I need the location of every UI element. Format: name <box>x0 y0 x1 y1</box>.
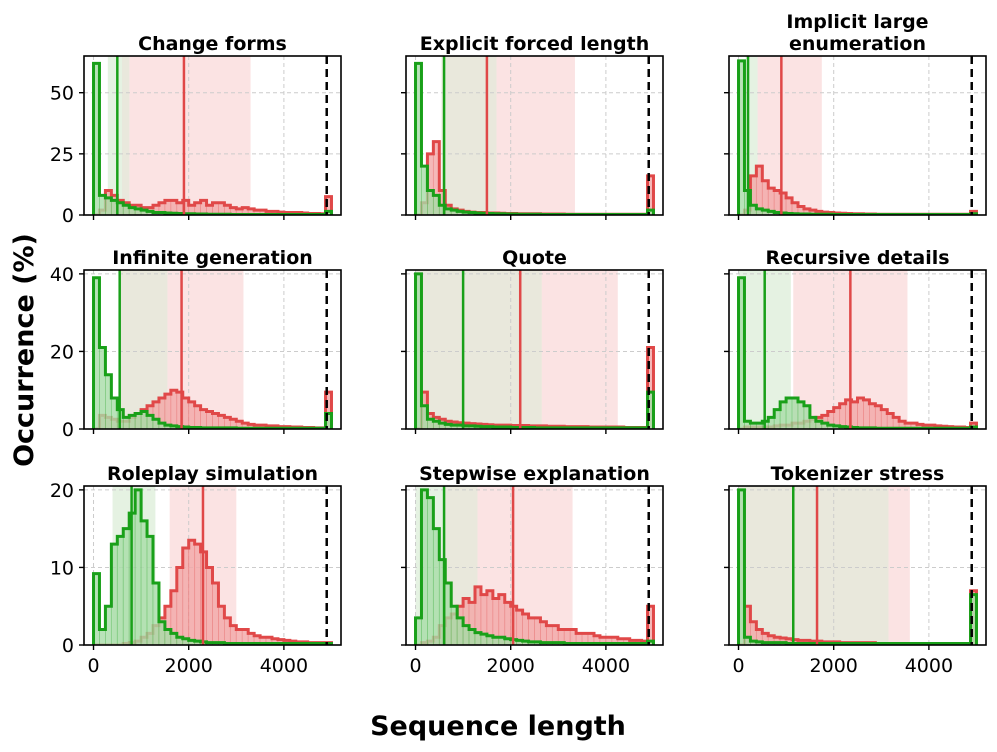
overlap-range-band <box>122 56 130 215</box>
panel-plot-area <box>406 270 663 429</box>
x-tick-label: 2000 <box>810 655 858 677</box>
panel-title: Tokenizer stress <box>771 463 945 485</box>
y-tick-label: 0 <box>62 635 74 657</box>
x-tick-label: 2000 <box>165 655 213 677</box>
green-hist-outline <box>414 272 655 429</box>
panel-title: Recursive details <box>765 247 949 269</box>
panel-frame <box>728 55 987 216</box>
panel-plot-area <box>406 56 663 215</box>
x-tick-label: 0 <box>409 655 421 677</box>
panel-frame <box>83 55 342 216</box>
panel-frame <box>405 485 664 646</box>
red-hist-bar <box>851 401 858 429</box>
panel-plot-area <box>84 270 341 429</box>
red-hist-bar <box>170 389 178 429</box>
panel-1: 0 25 50 Change forms <box>50 33 342 227</box>
y-tick-label: 0 <box>62 419 74 441</box>
panel-9: 0 2000 4000 Tokenizer stress <box>724 463 987 677</box>
green-hist-outline <box>737 488 978 645</box>
panel-8: 0 2000 4000 Stepwise explanation <box>401 463 664 677</box>
red-hist-bar <box>194 543 202 645</box>
x-tick-label: 4000 <box>582 655 630 677</box>
panel-frame <box>405 269 664 430</box>
panel-plot-area <box>84 56 341 215</box>
panel-title: Implicit large <box>786 11 928 33</box>
panel-plot-area <box>729 56 986 215</box>
overlap-range-band <box>441 56 497 215</box>
panel-frame <box>728 269 987 430</box>
overlap-range-band <box>415 270 542 429</box>
x-tick-label: 0 <box>87 655 99 677</box>
red-range-band <box>122 56 251 215</box>
y-tick-label: 40 <box>50 264 74 286</box>
panel-title: Change forms <box>138 33 287 55</box>
panel-title: Explicit forced length <box>420 33 650 55</box>
x-tick-label: 2000 <box>487 655 535 677</box>
green-hist-bar <box>116 536 124 645</box>
y-tick-label: 0 <box>62 205 74 227</box>
red-hist-bar <box>188 539 196 645</box>
green-hist-bar <box>140 520 148 645</box>
panel-title: Quote <box>502 247 567 269</box>
panel-plot-area <box>729 270 986 429</box>
green-hist-bar <box>99 629 106 645</box>
y-tick-label: 10 <box>50 557 74 579</box>
panel-frame <box>83 485 342 646</box>
panel-plot-area <box>406 486 663 645</box>
panel-plot-area <box>84 486 341 645</box>
panel-7: 0 2000 4000 0 10 20 Roleplay simulation <box>50 463 342 677</box>
x-axis-label: Sequence length <box>370 711 626 742</box>
panel-6: Recursive details <box>724 247 987 434</box>
y-axis-label: Occurrence (%) <box>9 233 40 467</box>
green-hist-bar <box>122 528 130 645</box>
panel-frame <box>83 269 342 430</box>
overlap-range-band <box>738 486 889 645</box>
y-tick-label: 20 <box>50 480 74 502</box>
panel-title: Stepwise explanation <box>419 463 650 485</box>
red-hist-bar <box>868 403 876 429</box>
panel-2: Explicit forced length <box>401 33 664 220</box>
panel-frame <box>405 55 664 216</box>
y-tick-label: 50 <box>50 83 74 105</box>
panel-4: 0 20 40 Infinite generation <box>50 247 342 441</box>
y-tick-label: 25 <box>50 144 74 166</box>
panel-frame <box>728 485 987 646</box>
y-tick-label: 20 <box>50 341 74 363</box>
green-range-band <box>745 56 758 215</box>
green-hist-bar <box>122 416 130 429</box>
x-tick-label: 4000 <box>905 655 953 677</box>
panel-plot-area <box>729 486 986 645</box>
panel-title: Infinite generation <box>112 247 313 269</box>
x-tick-label: 4000 <box>260 655 308 677</box>
panel-title: Roleplay simulation <box>107 463 318 485</box>
green-hist-outline <box>92 488 333 645</box>
panel-5: Quote <box>401 247 664 434</box>
panel-title: enumeration <box>789 33 926 55</box>
x-tick-label: 0 <box>732 655 744 677</box>
